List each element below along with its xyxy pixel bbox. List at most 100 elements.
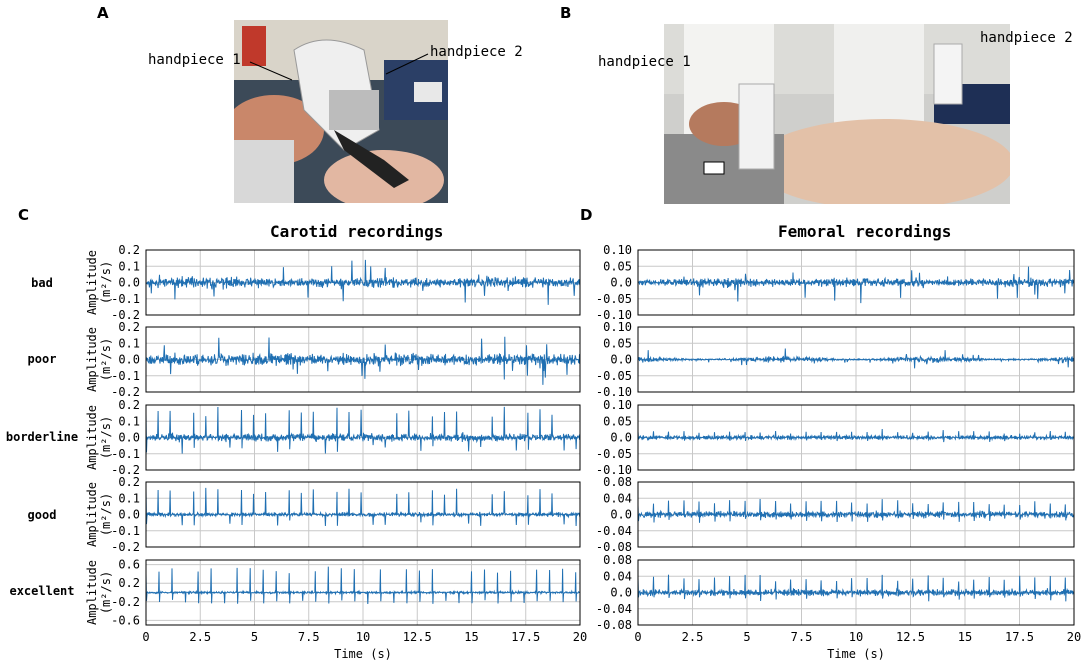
carotid-xtick-label: 10 bbox=[356, 630, 370, 644]
femoral-excellent-ytick-label: -0.08 bbox=[596, 618, 632, 632]
femoral-good-ytick-label: 0.0 bbox=[610, 508, 632, 522]
femoral-borderline-plot-frame bbox=[637, 404, 1075, 471]
carotid-title: Carotid recordings bbox=[270, 222, 444, 241]
label-b-handpiece-1: handpiece 1 bbox=[598, 54, 691, 70]
femoral-excellent-signal-line bbox=[637, 574, 1075, 602]
carotid-borderline-ytick-label: 0.2 bbox=[118, 398, 140, 412]
femoral-bad-signal-line bbox=[637, 266, 1075, 304]
femoral-excellent-plot-frame bbox=[637, 559, 1075, 626]
femoral-good-ytick-label: 0.04 bbox=[603, 491, 632, 505]
femoral-bad-ytick-label: -0.05 bbox=[596, 292, 632, 306]
femoral-borderline-ytick-label: 0.10 bbox=[603, 398, 632, 412]
carotid-good-ytick-label: -0.2 bbox=[111, 540, 140, 554]
carotid-poor-ytick-label: -0.2 bbox=[111, 385, 140, 399]
femoral-poor-ytick-label: -0.10 bbox=[596, 385, 632, 399]
carotid-excellent-ytick-label: 0.6 bbox=[118, 558, 140, 572]
femoral-bad-ytick-label: 0.05 bbox=[603, 259, 632, 273]
carotid-poor-signal-line bbox=[145, 336, 581, 385]
carotid-good-ytick-label: -0.1 bbox=[111, 524, 140, 538]
carotid-borderline-ytick-label: 0.1 bbox=[118, 414, 140, 428]
femoral-borderline-ytick-label: 0.05 bbox=[603, 414, 632, 428]
carotid-poor-ytick-label: 0.1 bbox=[118, 336, 140, 350]
row-label-bad: bad bbox=[31, 276, 53, 290]
femoral-bad-ytick-label: 0.0 bbox=[610, 276, 632, 290]
carotid-bad-ytick-label: -0.1 bbox=[111, 292, 140, 306]
carotid-excellent-ytick-label: -0.6 bbox=[111, 613, 140, 627]
carotid-poor-ytick-label: -0.1 bbox=[111, 369, 140, 383]
carotid-bad-ylabel-unit: (m²/s) bbox=[99, 261, 113, 304]
femoral-bad-plot-frame bbox=[637, 249, 1075, 316]
femoral-bad-ytick-label: 0.10 bbox=[603, 243, 632, 257]
carotid-bad-ytick-label: 0.2 bbox=[118, 243, 140, 257]
femoral-xtick-label: 10 bbox=[849, 630, 863, 644]
carotid-xtick-label: 0 bbox=[142, 630, 149, 644]
femoral-xtick-label: 17.5 bbox=[1005, 630, 1034, 644]
femoral-xlabel: Time (s) bbox=[827, 647, 885, 661]
carotid-xtick-label: 17.5 bbox=[511, 630, 540, 644]
row-label-poor: poor bbox=[27, 352, 57, 366]
carotid-good-ytick-label: 0.1 bbox=[118, 491, 140, 505]
carotid-bad-ytick-label: 0.1 bbox=[118, 259, 140, 273]
photo-panel-b bbox=[664, 24, 1010, 204]
femoral-borderline-ytick-label: -0.05 bbox=[596, 447, 632, 461]
label-a-handpiece-2-ext: handpiece 2 bbox=[430, 44, 523, 60]
femoral-xtick-label: 2.5 bbox=[682, 630, 704, 644]
arrow-a-handpiece-2 bbox=[385, 53, 429, 75]
carotid-good-ytick-label: 0.0 bbox=[118, 508, 140, 522]
femoral-excellent-ytick-label: 0.08 bbox=[603, 553, 632, 567]
femoral-xtick-label: 5 bbox=[743, 630, 750, 644]
carotid-borderline-ytick-label: -0.2 bbox=[111, 463, 140, 477]
row-label-good: good bbox=[27, 508, 57, 522]
row-label-borderline: borderline bbox=[5, 430, 79, 444]
carotid-borderline-plot-frame bbox=[145, 404, 581, 471]
carotid-borderline-signal-line bbox=[145, 406, 581, 454]
carotid-xtick-label: 15 bbox=[464, 630, 478, 644]
carotid-poor-ylabel-unit: (m²/s) bbox=[99, 338, 113, 381]
femoral-bad-ytick-label: -0.10 bbox=[596, 308, 632, 322]
carotid-xtick-label: 20 bbox=[573, 630, 587, 644]
femoral-good-plot-frame bbox=[637, 481, 1075, 548]
carotid-borderline-ytick-label: 0.0 bbox=[118, 431, 140, 445]
femoral-excellent-ytick-label: -0.04 bbox=[596, 602, 632, 616]
panel-letter-d: D bbox=[580, 206, 593, 224]
femoral-borderline-signal-line bbox=[637, 428, 1075, 443]
femoral-poor-signal-line bbox=[637, 348, 1075, 369]
carotid-poor-ytick-label: 0.0 bbox=[118, 353, 140, 367]
carotid-borderline-ylabel-unit: (m²/s) bbox=[99, 416, 113, 459]
carotid-borderline-ytick-label: -0.1 bbox=[111, 447, 140, 461]
panel-letter-b: B bbox=[560, 4, 572, 22]
handpiece-photo-a bbox=[234, 20, 448, 203]
carotid-xlabel: Time (s) bbox=[334, 647, 392, 661]
carotid-poor-ylabel: Amplitude bbox=[85, 327, 99, 392]
femoral-poor-ytick-label: 0.0 bbox=[610, 353, 632, 367]
carotid-excellent-signal-line bbox=[145, 566, 581, 605]
femoral-title: Femoral recordings bbox=[778, 222, 952, 241]
panel-letter-a: A bbox=[97, 4, 109, 22]
carotid-bad-signal-line bbox=[145, 259, 581, 305]
femoral-excellent-ytick-label: 0.0 bbox=[610, 586, 632, 600]
carotid-excellent-ytick-label: -0.2 bbox=[111, 595, 140, 609]
femoral-good-ytick-label: -0.08 bbox=[596, 540, 632, 554]
femoral-borderline-ytick-label: -0.10 bbox=[596, 463, 632, 477]
carotid-poor-plot-frame bbox=[145, 326, 581, 393]
femoral-poor-ytick-label: 0.10 bbox=[603, 320, 632, 334]
carotid-xtick-label: 7.5 bbox=[298, 630, 320, 644]
handpiece-photo-b bbox=[664, 24, 1010, 204]
femoral-good-ytick-label: 0.08 bbox=[603, 475, 632, 489]
carotid-bad-ylabel: Amplitude bbox=[85, 250, 99, 315]
carotid-excellent-plot-frame bbox=[145, 559, 581, 626]
femoral-xtick-label: 7.5 bbox=[791, 630, 813, 644]
panel-letter-c: C bbox=[18, 206, 30, 224]
femoral-good-signal-line bbox=[637, 498, 1074, 523]
carotid-excellent-ylabel-unit: (m²/s) bbox=[99, 571, 113, 614]
femoral-xtick-label: 0 bbox=[634, 630, 641, 644]
arrow-a-handpiece-1 bbox=[249, 61, 293, 81]
carotid-bad-plot-frame bbox=[145, 249, 581, 316]
carotid-good-signal-line bbox=[145, 487, 581, 527]
label-b-handpiece-2: handpiece 2 bbox=[980, 30, 1073, 46]
carotid-excellent-ylabel: Amplitude bbox=[85, 560, 99, 625]
femoral-poor-ytick-label: -0.05 bbox=[596, 369, 632, 383]
femoral-poor-plot-frame bbox=[637, 326, 1075, 393]
femoral-poor-ytick-label: 0.05 bbox=[603, 336, 632, 350]
femoral-xtick-label: 20 bbox=[1067, 630, 1081, 644]
